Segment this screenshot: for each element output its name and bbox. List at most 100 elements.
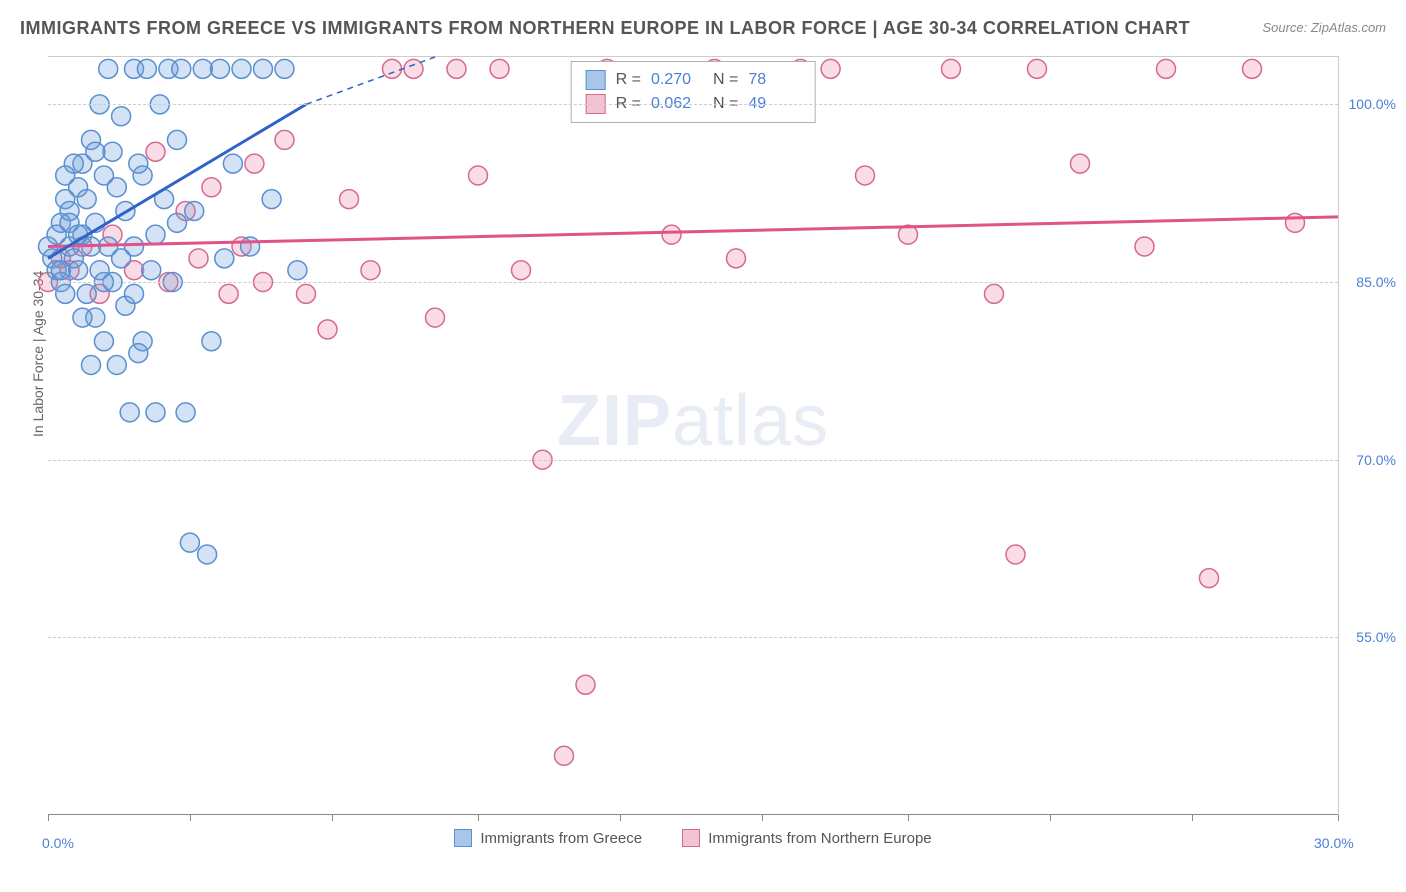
data-point [168,213,187,232]
data-point [211,59,230,78]
data-point [1071,154,1090,173]
x-tick [1192,815,1193,821]
data-point [107,355,126,374]
x-tick [48,815,49,821]
data-point [69,261,88,280]
data-point [202,178,221,197]
data-point [340,190,359,209]
x-tick [762,815,763,821]
data-point [275,130,294,149]
correlation-legend: R = 0.270 N = 78 R = 0.062 N = 49 [571,61,816,123]
data-point [1200,569,1219,588]
data-point [1028,59,1047,78]
r-value-greece: 0.270 [651,71,703,89]
data-point [942,59,961,78]
data-point [232,59,251,78]
data-point [125,284,144,303]
legend-swatch-icon [682,829,700,847]
series-legend: Immigrants from Greece Immigrants from N… [48,829,1338,851]
data-point [447,59,466,78]
x-tick [620,815,621,821]
x-tick-label: 30.0% [1314,835,1354,851]
source-label: Source: ZipAtlas.com [1262,20,1386,35]
r-label: R = [616,71,641,89]
data-point [129,344,148,363]
data-point [137,59,156,78]
data-point [555,746,574,765]
data-point [1006,545,1025,564]
data-point [107,178,126,197]
data-point [361,261,380,280]
data-point [297,284,316,303]
data-point [1135,237,1154,256]
x-tick [190,815,191,821]
data-point [262,190,281,209]
data-point [99,59,118,78]
x-tick [1050,815,1051,821]
data-point [120,403,139,422]
data-point [1243,59,1262,78]
data-point [469,166,488,185]
data-point [275,59,294,78]
y-axis-label: In Labor Force | Age 30-34 [30,271,46,437]
data-point [172,59,191,78]
data-point [512,261,531,280]
data-point [56,284,75,303]
data-point [56,166,75,185]
data-point [133,166,152,185]
legend-item-neurope: Immigrants from Northern Europe [682,829,931,847]
data-point [185,201,204,220]
data-point [198,545,217,564]
x-tick [908,815,909,821]
data-point [1286,213,1305,232]
data-point [219,284,238,303]
data-point [189,249,208,268]
gridline [48,282,1338,283]
n-value-greece: 78 [748,71,800,89]
x-tick [332,815,333,821]
y-tick-label: 100.0% [1349,96,1396,112]
data-point [383,59,402,78]
legend-swatch-greece [586,70,606,90]
data-point [77,284,96,303]
data-point [94,332,113,351]
data-point [576,675,595,694]
data-point [223,154,242,173]
data-point [103,142,122,161]
data-point [215,249,234,268]
data-point [985,284,1004,303]
data-point [245,154,264,173]
data-point [112,107,131,126]
data-point [51,261,70,280]
data-point [168,130,187,149]
gridline [48,104,1338,105]
data-point [77,190,96,209]
data-point [288,261,307,280]
y-tick-label: 55.0% [1356,629,1396,645]
data-point [86,142,105,161]
data-point [241,237,260,256]
data-point [146,225,165,244]
legend-label-neurope: Immigrants from Northern Europe [708,830,931,847]
legend-label-greece: Immigrants from Greece [480,830,642,847]
data-point [727,249,746,268]
data-point [176,403,195,422]
data-point [112,249,131,268]
x-tick [478,815,479,821]
trend-line [48,104,306,258]
legend-swatch-icon [454,829,472,847]
gridline [48,460,1338,461]
data-point [82,355,101,374]
data-point [254,59,273,78]
legend-item-greece: Immigrants from Greece [454,829,642,847]
x-tick-label: 0.0% [42,835,74,851]
scatter-plot: In Labor Force | Age 30-34 ZIPatlas R = … [48,56,1339,815]
data-point [426,308,445,327]
data-point [146,142,165,161]
chart-title: IMMIGRANTS FROM GREECE VS IMMIGRANTS FRO… [20,18,1190,38]
y-tick-label: 70.0% [1356,452,1396,468]
data-point [662,225,681,244]
y-tick-label: 85.0% [1356,274,1396,290]
data-point [490,59,509,78]
data-point [318,320,337,339]
